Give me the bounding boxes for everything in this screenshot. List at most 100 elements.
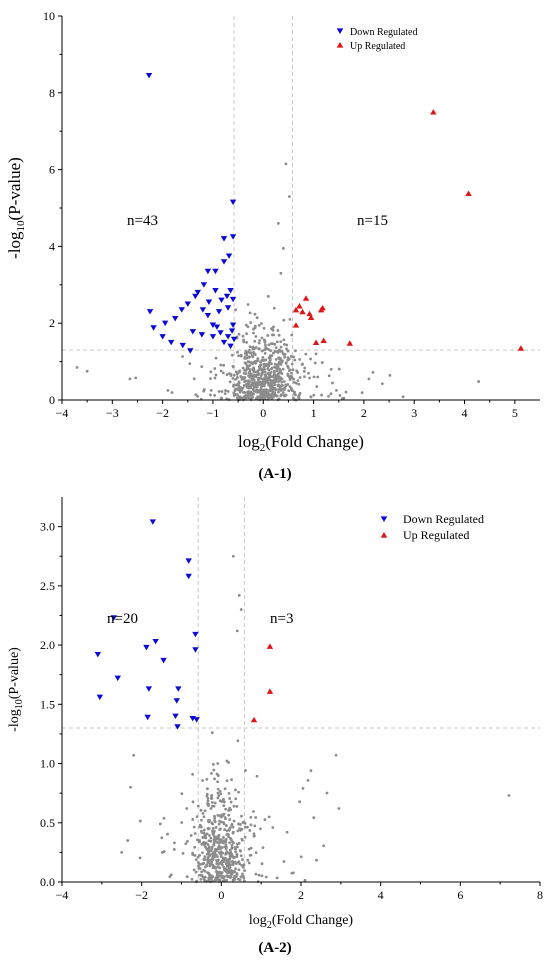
ns-point [231,554,235,558]
ns-point [276,372,280,376]
ns-point [286,349,290,353]
ns-point [220,871,224,874]
ns-point [201,812,205,815]
ns-point [250,377,254,381]
ns-point [371,370,375,374]
ns-point [235,842,239,846]
ns-point [225,759,229,763]
ns-point [252,810,255,813]
up-regulated-point [296,303,303,309]
ns-point [285,343,289,347]
ns-point [247,351,250,354]
ns-point [262,362,266,366]
ns-point [249,853,253,857]
ns-point [269,342,273,346]
ns-point [263,364,267,368]
ns-point [272,306,276,310]
down-regulated-point [161,320,169,327]
ns-point [329,367,333,371]
ns-point [189,834,193,837]
ns-point [283,342,286,346]
ns-point [206,796,210,800]
ns-point [126,839,130,842]
ns-point [243,869,246,872]
ns-point [270,392,273,396]
down-regulated-point [110,615,117,621]
down-regulated-point [218,297,225,304]
ns-point [276,329,280,332]
ns-point [231,364,235,368]
ns-point [211,829,214,833]
ns-point [275,375,278,379]
up-regulated-point [465,190,472,196]
ns-point [185,807,189,810]
ns-point [244,769,247,772]
ns-point [200,365,204,369]
ns-point [248,345,252,349]
ns-point [203,858,207,862]
ns-point [248,364,252,367]
ns-point [331,381,334,385]
ns-point [200,870,203,874]
ns-point [263,351,267,355]
ns-point [334,753,338,757]
ns-point [238,823,242,826]
ns-point [270,397,274,400]
ns-point [254,851,258,855]
ns-point [263,370,267,374]
ns-point [241,334,245,338]
ns-point [211,858,215,861]
down-regulated-point [229,234,237,240]
down-regulated-point [172,316,179,322]
down-regulated-point [229,296,237,303]
ns-point [224,856,227,860]
down-regulated-point [189,329,197,335]
ns-point [279,393,283,397]
ns-point [220,396,223,400]
legend-up-marker [336,42,344,48]
ns-point [211,853,215,857]
ns-point [291,871,295,875]
ns-point [288,317,292,321]
ns-point [259,374,263,378]
ns-point [300,363,304,366]
ns-point [248,396,252,400]
ns-point [241,366,245,370]
ns-point [216,865,220,868]
ns-point [284,361,288,365]
ns-point [270,327,273,331]
ns-point [312,393,316,397]
ns-point [233,788,237,792]
ns-point [223,787,227,791]
y-tick-label: 8 [49,86,55,100]
ns-point [216,796,220,800]
ns-point [273,383,277,387]
ns-point [247,861,251,865]
ns-point [225,878,229,882]
ns-point [213,818,216,822]
ns-point [225,373,229,377]
x-tick-label: 2 [361,406,367,420]
ns-point [217,878,221,882]
ns-point [258,339,261,342]
ns-point [225,824,228,827]
ns-point [314,352,318,356]
ns-point [265,389,269,392]
down-regulated-point [172,713,179,720]
ns-point [279,345,283,349]
up-regulated-point [302,295,310,301]
ns-point [213,367,217,370]
legend-down-marker [336,28,344,34]
ns-point [232,394,236,397]
ns-point [208,858,211,862]
y-tick-label: 4 [49,239,55,253]
ns-point [259,360,262,364]
up-regulated-point [517,345,525,351]
ns-point [327,394,330,398]
ns-point [298,800,302,804]
down-regulated-point [212,268,219,275]
ns-point [206,849,210,853]
ns-point [266,334,270,337]
ns-point [244,323,248,327]
